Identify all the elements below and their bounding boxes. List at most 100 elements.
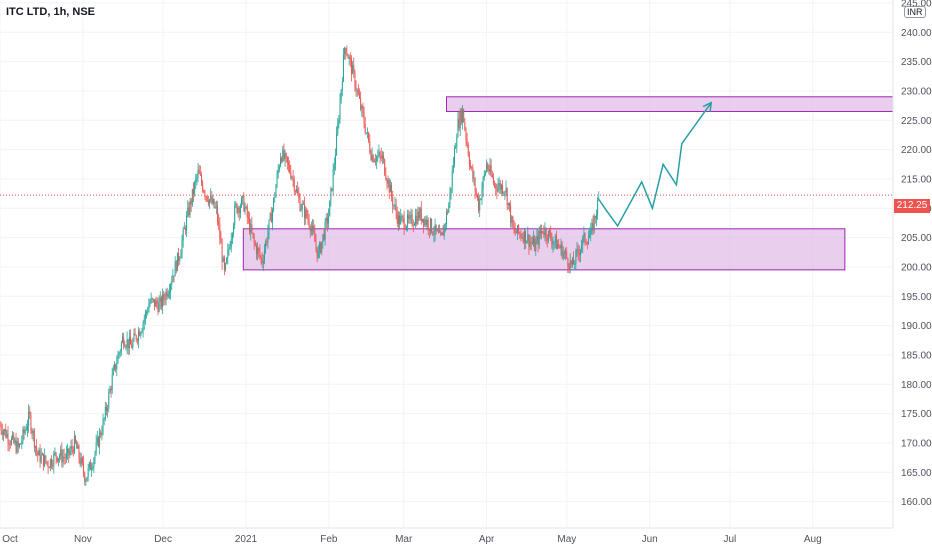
candle-body [112,368,114,376]
candle-body [154,299,156,307]
candle-body [274,197,276,199]
candle-body [26,425,28,430]
candle-body [13,434,15,443]
candle-body [173,275,175,277]
price-axis[interactable]: 160.00 165.00 170.00 175.00 180.00 185.00 190.… [901,0,932,508]
y-tick-label: 175.00 [901,409,932,420]
currency-label[interactable]: INR [904,6,926,18]
candle-body [370,152,372,160]
candle-body [162,294,164,307]
candle-body [198,169,200,174]
candle-body [428,229,430,231]
candle-body [30,414,32,431]
candle-body [515,232,517,234]
y-tick-label: 195.00 [901,292,932,303]
candle-body [183,227,185,230]
candle-body [87,467,89,477]
candle-body [157,304,159,312]
candle-body [583,233,585,237]
candle-body [582,236,584,246]
y-tick-label: 205.00 [901,233,932,244]
candle-body [439,231,441,233]
candle-body [376,156,378,162]
candle-body [570,260,572,265]
candle-body [191,188,193,205]
candle-body [360,97,362,109]
candle-body [475,190,477,195]
candle-body [0,425,1,427]
time-axis[interactable]: Oct Nov Dec 2021 Feb Mar Apr May Jun Jul Aug [2,534,821,545]
candle-body [192,188,194,194]
candle-body [261,257,263,264]
candle-body [498,183,500,187]
candle-body [195,178,197,183]
candle-body [427,219,429,230]
candle-body [590,228,592,236]
candle-body [591,222,593,229]
candle-body [450,187,452,193]
candle-body [329,200,331,217]
candle-body [415,215,417,225]
candle-body [569,260,571,269]
candle-body [294,190,296,192]
candle-body [242,195,244,198]
candle-body [115,364,117,370]
candle-body [508,202,510,206]
candle-body [140,332,142,336]
candle-body [43,453,45,467]
candle-body [404,228,406,230]
candle-body [340,89,342,101]
candle-body [24,430,26,433]
candle-body [330,188,332,201]
candle-body [345,47,347,54]
candle-body [73,436,75,453]
candle-body [302,204,304,205]
candle-body [241,197,243,207]
candle-body [555,235,557,249]
candle-body [527,234,529,242]
candle-body [72,448,74,453]
candle-body [55,452,57,457]
candle-body [434,224,436,234]
candle-body [142,322,144,331]
candle-body [108,392,110,409]
candle-body [499,183,501,190]
candle-body [23,429,25,433]
candle-body [592,222,594,231]
candle-body [182,229,184,241]
candle-body [283,149,285,160]
candle-body [259,250,261,257]
candle-body [189,200,191,215]
candle-body [487,164,489,170]
candle-body [130,336,132,345]
candle-body [5,429,7,438]
candle-body [332,169,334,191]
candle-body [310,228,312,231]
candle-body [205,196,207,198]
candle-body [147,311,149,313]
candle-body [67,448,69,454]
candle-body [151,298,153,300]
candle-body [494,182,496,185]
candle-body [149,302,151,306]
candle-body [471,167,473,168]
candle-body [567,258,569,267]
candle-body [519,232,521,234]
candle-body [75,436,77,443]
candle-body [339,100,341,120]
candle-body [54,452,56,454]
candle-body [368,132,370,141]
candle-body [350,59,352,75]
candle-body [69,451,71,456]
candle-body [526,241,528,243]
candle-body [323,234,325,240]
candle-body [277,169,279,174]
candle-body [4,429,6,432]
candle-body [218,221,220,225]
candle-body [412,225,414,226]
candle-body [554,235,556,242]
x-tick-label: Jun [642,534,658,545]
candle-body [227,250,229,258]
candle-body [144,312,146,319]
